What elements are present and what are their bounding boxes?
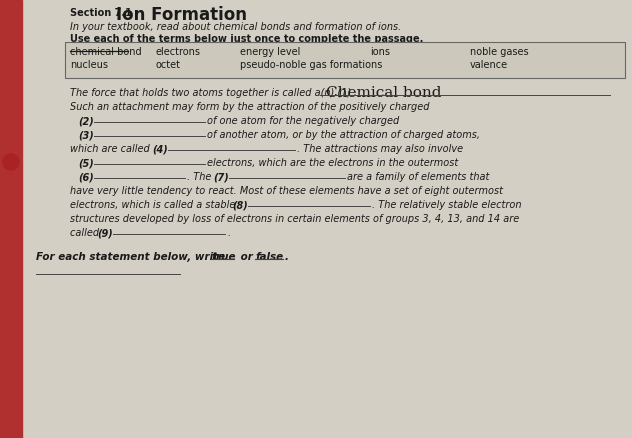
Bar — [0, 0, 22, 438]
Text: The force that holds two atoms together is called a(n) (1): The force that holds two atoms together … — [70, 88, 351, 98]
Text: (2): (2) — [78, 116, 94, 126]
Text: nucleus: nucleus — [70, 60, 108, 70]
Text: energy level: energy level — [240, 47, 300, 57]
Text: are a family of elements that: are a family of elements that — [347, 172, 489, 182]
Text: or: or — [237, 252, 257, 262]
Text: In your textbook, read about chemical bonds and formation of ions.: In your textbook, read about chemical bo… — [70, 22, 401, 32]
Text: noble gases: noble gases — [470, 47, 528, 57]
Text: For each statement below, write: For each statement below, write — [36, 252, 229, 262]
Text: false: false — [255, 252, 283, 262]
Text: ions: ions — [370, 47, 390, 57]
Text: of another atom, or by the attraction of charged atoms,: of another atom, or by the attraction of… — [207, 130, 480, 140]
Text: Chemical bond: Chemical bond — [326, 86, 442, 100]
Text: electrons: electrons — [155, 47, 200, 57]
Text: Use each of the terms below just once to complete the passage.: Use each of the terms below just once to… — [70, 34, 423, 44]
Text: .: . — [227, 228, 230, 238]
Text: (6): (6) — [78, 172, 94, 182]
Text: Section 7.1: Section 7.1 — [70, 8, 132, 18]
Text: chemical bond: chemical bond — [70, 47, 142, 57]
Text: structures developed by loss of electrons in certain elements of groups 3, 4, 13: structures developed by loss of electron… — [70, 214, 520, 224]
Text: which are called: which are called — [70, 144, 153, 154]
Text: .: . — [285, 252, 289, 262]
Text: Such an attachment may form by the attraction of the positively charged: Such an attachment may form by the attra… — [70, 102, 430, 112]
Text: . The: . The — [187, 172, 214, 182]
Text: (7): (7) — [213, 172, 229, 182]
Text: true: true — [212, 252, 236, 262]
Circle shape — [3, 154, 19, 170]
Text: (4): (4) — [152, 144, 167, 154]
Text: (9): (9) — [97, 228, 112, 238]
Text: (3): (3) — [78, 130, 94, 140]
Text: octet: octet — [155, 60, 180, 70]
Text: called: called — [70, 228, 102, 238]
Text: pseudo-noble gas formations: pseudo-noble gas formations — [240, 60, 382, 70]
Text: Ion Formation: Ion Formation — [116, 6, 247, 24]
Text: of one atom for the negatively charged: of one atom for the negatively charged — [207, 116, 399, 126]
Text: . The attractions may also involve: . The attractions may also involve — [297, 144, 463, 154]
Text: . The relatively stable electron: . The relatively stable electron — [372, 200, 521, 210]
Text: electrons, which are the electrons in the outermost: electrons, which are the electrons in th… — [207, 158, 458, 168]
Text: electrons, which is called a stable: electrons, which is called a stable — [70, 200, 238, 210]
Text: have very little tendency to react. Most of these elements have a set of eight o: have very little tendency to react. Most… — [70, 186, 503, 196]
Text: valence: valence — [470, 60, 508, 70]
Text: (8): (8) — [232, 200, 248, 210]
Text: (5): (5) — [78, 158, 94, 168]
Bar — [65, 42, 625, 78]
